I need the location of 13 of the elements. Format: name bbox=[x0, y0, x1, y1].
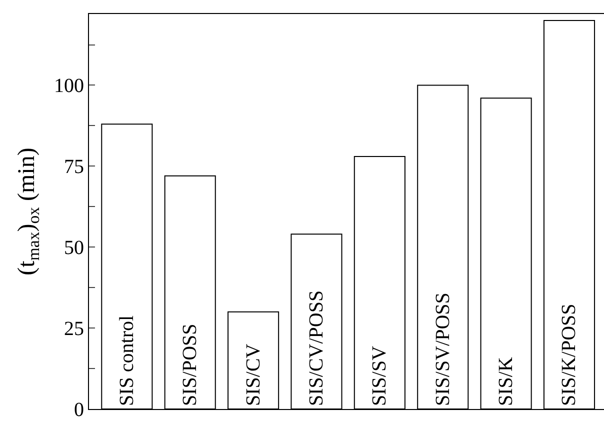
y-tick-label: 50 bbox=[64, 237, 84, 260]
x-tick-label: SIS/CV/POSS bbox=[305, 290, 328, 406]
x-tick-label: SIS/CV bbox=[242, 343, 264, 406]
y-tick-label: 75 bbox=[64, 156, 84, 178]
y-tick-label: 100 bbox=[54, 75, 84, 98]
y-tick-label: 25 bbox=[64, 318, 84, 340]
y-tick-label: 0 bbox=[74, 399, 84, 421]
x-tick-label: SIS/K/POSS bbox=[558, 304, 580, 406]
x-tick-label: SIS/SV/POSS bbox=[432, 292, 454, 406]
x-tick-label: SIS/POSS bbox=[179, 324, 202, 406]
x-tick-label: SIS control bbox=[116, 315, 138, 406]
x-tick-label: SIS/SV bbox=[368, 345, 391, 406]
x-tick-label: SIS/K bbox=[495, 356, 518, 406]
